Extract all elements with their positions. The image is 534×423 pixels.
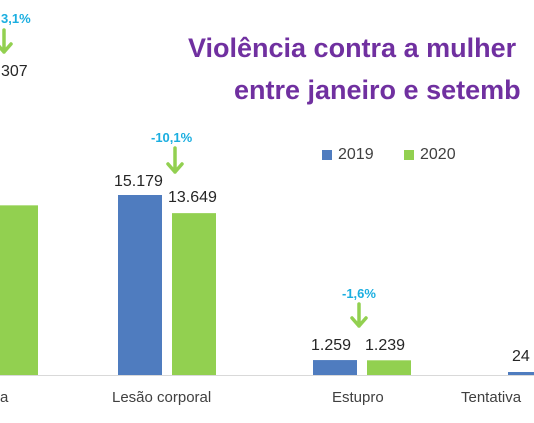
change-label-estupro: -1,6% [342, 286, 376, 301]
bar-2019-lesao [118, 195, 162, 375]
chart-title: Violência contra a mulher [188, 33, 517, 63]
legend-swatch-2019 [322, 150, 332, 160]
bar-2019-estupro [313, 360, 357, 375]
data-label-2020-a: 307 [1, 63, 28, 80]
category-label-a: a [0, 389, 9, 406]
down-arrow-icon-estupro [350, 302, 368, 328]
category-label-estupro: Estupro [332, 389, 384, 406]
data-label-2019-estupro: 1.259 [311, 337, 352, 354]
chart-subtitle: entre janeiro e setemb [234, 75, 521, 105]
change-label-a: 3,1% [1, 11, 31, 26]
legend-item-2019: 2019 [322, 146, 374, 164]
bar-2020-lesao [172, 213, 216, 375]
data-label-2020-estupro: 1.239 [365, 337, 406, 354]
bar-2020-estupro [367, 360, 411, 375]
data-label-2019-lesao: 15.179 [114, 173, 163, 190]
legend-item-2020: 2020 [404, 146, 456, 164]
legend-label-2020: 2020 [420, 146, 456, 163]
bar-2019-tentativa [508, 372, 534, 375]
down-arrow-icon-lesao [166, 146, 184, 174]
change-label-lesao: -10,1% [151, 130, 193, 145]
legend-swatch-2020 [404, 150, 414, 160]
legend-label-2019: 2019 [338, 146, 374, 163]
down-arrow-icon-a [0, 28, 13, 54]
data-label-2020-lesao: 13.649 [168, 189, 217, 206]
category-label-tentativa: Tentativa [461, 389, 522, 406]
category-label-lesao: Lesão corporal [112, 389, 212, 406]
data-label-2019-tentativa: 24 [512, 348, 530, 365]
bar-2020-a [0, 205, 38, 375]
